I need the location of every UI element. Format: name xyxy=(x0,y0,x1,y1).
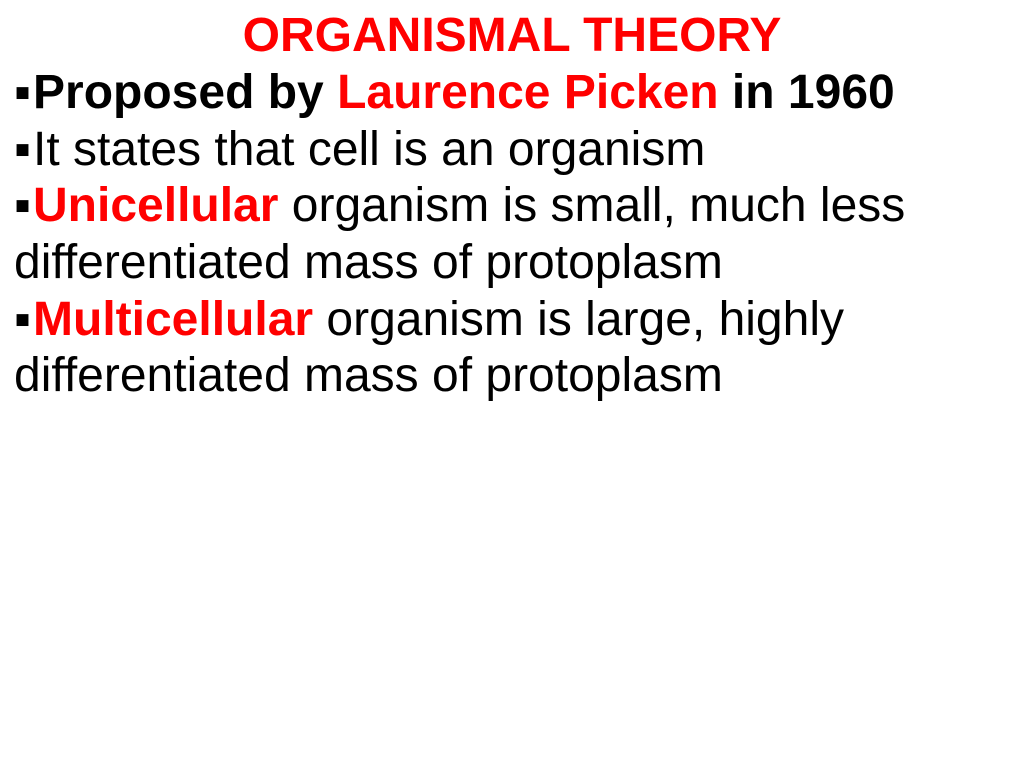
text-span: Proposed by xyxy=(33,66,337,119)
slide-title: ORGANISMAL THEORY xyxy=(14,8,1010,63)
bullet-item: ▪It states that cell is an organism xyxy=(14,122,1010,179)
bullet-icon: ▪ xyxy=(14,178,31,235)
bullet-item: ▪Unicellular organism is small, much les… xyxy=(14,178,1010,291)
text-span: It states that cell is an organism xyxy=(33,123,705,176)
bullet-item: ▪Proposed by Laurence Picken in 1960 xyxy=(14,65,1010,122)
text-span: in 1960 xyxy=(719,66,895,119)
bullet-icon: ▪ xyxy=(14,122,31,179)
highlight-term: Unicellular xyxy=(33,179,278,232)
bullet-icon: ▪ xyxy=(14,65,31,122)
bullet-icon: ▪ xyxy=(14,292,31,349)
bullet-item: ▪Multicellular organism is large, highly… xyxy=(14,292,1010,405)
highlight-name: Laurence Picken xyxy=(337,66,719,119)
highlight-term: Multicellular xyxy=(33,293,313,346)
